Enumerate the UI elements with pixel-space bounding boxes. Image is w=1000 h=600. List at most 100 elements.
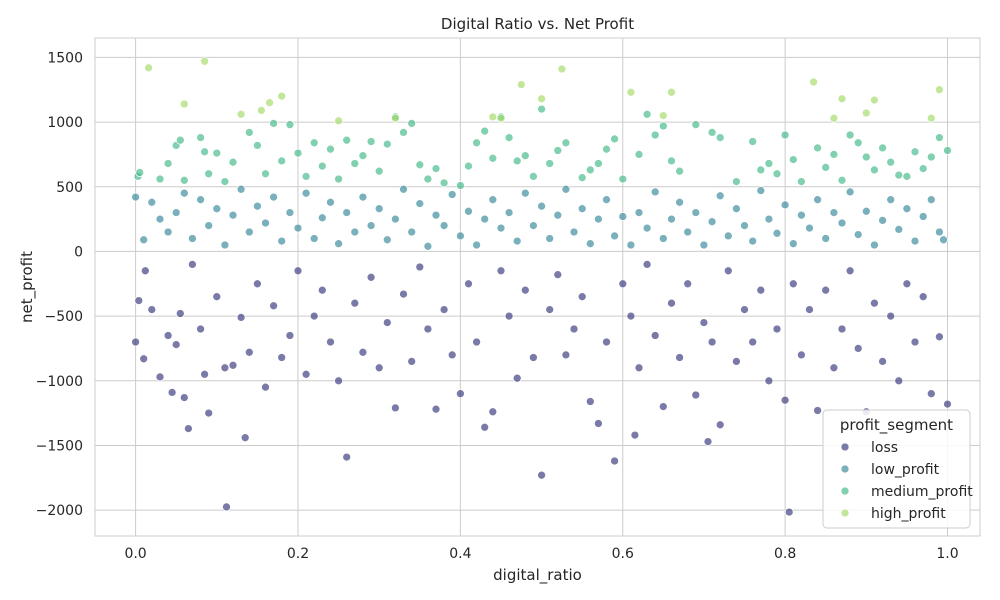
data-point-loss	[439, 305, 449, 314]
data-point-low_profit	[537, 201, 546, 211]
data-point-medium_profit	[399, 128, 408, 137]
data-point-medium_profit	[261, 169, 270, 179]
data-point-low_profit	[594, 214, 603, 224]
data-point-high_profit	[179, 99, 189, 109]
data-point-loss	[520, 285, 530, 295]
data-point-high_profit	[277, 91, 287, 101]
data-point-loss	[529, 353, 538, 362]
data-point-high_profit	[809, 77, 818, 87]
data-point-medium_profit	[135, 168, 145, 177]
data-point-loss	[797, 350, 806, 360]
data-point-loss	[723, 266, 733, 276]
data-point-medium_profit	[902, 172, 912, 181]
data-point-loss	[464, 279, 473, 289]
data-point-low_profit	[902, 204, 912, 214]
data-point-low_profit	[520, 188, 530, 198]
legend-label-loss: loss	[871, 440, 898, 456]
data-point-medium_profit	[326, 144, 335, 154]
y-tick-label: 1000	[47, 115, 83, 131]
data-point-loss	[829, 363, 839, 373]
data-point-loss	[326, 337, 335, 347]
data-point-medium_profit	[553, 146, 563, 155]
data-point-medium_profit	[200, 147, 209, 157]
legend-marker-medium_profit	[840, 486, 850, 496]
data-point-low_profit	[244, 227, 254, 237]
data-point-low_profit	[391, 214, 400, 224]
data-point-low_profit	[415, 199, 425, 208]
data-point-medium_profit	[650, 130, 660, 140]
data-point-low_profit	[634, 208, 644, 217]
data-point-low_profit	[139, 235, 149, 245]
data-point-medium_profit	[342, 135, 352, 145]
data-point-low_profit	[496, 223, 506, 233]
data-point-loss	[228, 360, 238, 370]
data-point-loss	[382, 318, 392, 327]
data-point-loss	[845, 266, 855, 276]
data-points	[131, 56, 952, 517]
data-point-high_profit	[200, 56, 209, 66]
data-point-low_profit	[715, 191, 725, 201]
data-point-loss	[805, 305, 814, 314]
data-point-low_profit	[764, 214, 774, 224]
data-point-medium_profit	[537, 104, 546, 114]
data-point-loss	[878, 357, 887, 366]
data-point-medium_profit	[253, 141, 262, 150]
data-point-low_profit	[577, 204, 587, 214]
data-point-medium_profit	[707, 128, 717, 137]
data-point-low_profit	[585, 239, 595, 249]
data-point-loss	[602, 337, 611, 347]
data-point-medium_profit	[910, 147, 920, 157]
data-point-high_profit	[257, 106, 266, 115]
data-point-loss	[334, 376, 343, 386]
data-point-low_profit	[301, 188, 311, 198]
data-point-medium_profit	[504, 133, 514, 142]
data-point-high_profit	[496, 113, 506, 123]
data-point-low_profit	[650, 187, 660, 197]
data-point-medium_profit	[756, 165, 766, 175]
data-point-loss	[504, 311, 514, 321]
data-point-medium_profit	[658, 121, 668, 131]
data-point-medium_profit	[853, 138, 863, 148]
data-point-low_profit	[667, 214, 676, 224]
data-point-medium_profit	[813, 143, 822, 153]
data-point-low_profit	[285, 208, 295, 217]
data-point-low_profit	[837, 218, 847, 228]
data-point-loss	[886, 311, 896, 321]
data-point-loss	[350, 298, 360, 308]
x-tick-label: 0.2	[287, 546, 309, 562]
data-point-low_profit	[480, 214, 490, 224]
data-point-medium_profit	[561, 138, 571, 148]
data-point-loss	[147, 305, 157, 314]
data-point-medium_profit	[269, 119, 278, 128]
data-point-medium_profit	[285, 120, 295, 130]
data-point-high_profit	[829, 113, 839, 123]
chart-title: Digital Ratio vs. Net Profit	[441, 15, 634, 33]
data-point-medium_profit	[748, 137, 758, 146]
x-tick-label: 0.4	[449, 546, 471, 562]
data-point-high_profit	[516, 80, 526, 89]
data-point-medium_profit	[861, 152, 871, 162]
data-point-high_profit	[391, 113, 400, 123]
data-point-low_profit	[780, 200, 790, 210]
data-point-medium_profit	[715, 133, 725, 142]
gridlines	[95, 38, 980, 536]
data-point-loss	[204, 408, 214, 418]
data-point-low_profit	[188, 234, 197, 243]
data-point-loss	[196, 324, 205, 334]
data-point-loss	[634, 363, 644, 373]
data-point-medium_profit	[334, 174, 343, 184]
data-point-medium_profit	[764, 159, 774, 168]
data-point-loss	[309, 311, 319, 321]
data-point-loss	[496, 266, 506, 276]
data-point-low_profit	[179, 188, 189, 198]
data-point-low_profit	[374, 204, 384, 214]
data-point-loss	[764, 376, 774, 386]
data-point-loss	[472, 337, 481, 347]
data-point-low_profit	[675, 197, 684, 207]
tick-labels: 0.0 0.2 0.4 0.6 0.8 1.0 −2000 −1500 −1000 −500 0 50…	[36, 50, 959, 562]
data-point-low_profit	[740, 221, 749, 230]
data-point-loss	[788, 279, 798, 289]
data-point-low_profit	[366, 221, 376, 230]
data-point-low_profit	[399, 184, 408, 194]
